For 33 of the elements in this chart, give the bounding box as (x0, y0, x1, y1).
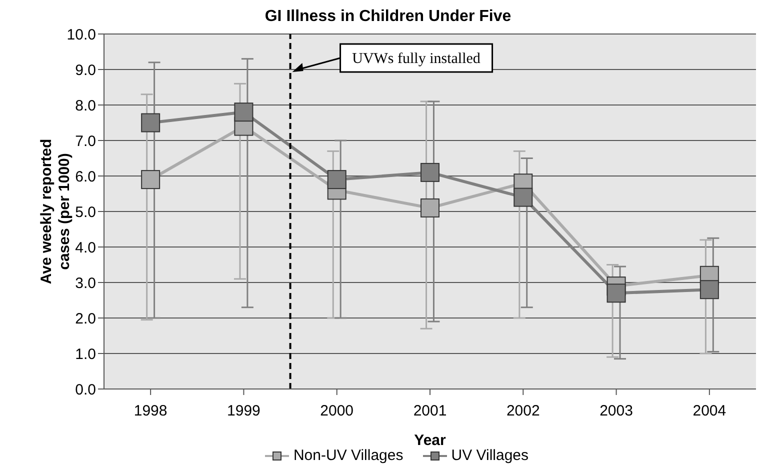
y-tick-label: 10.0 (66, 26, 96, 44)
y-axis-title: Ave weekly reported cases (per 1000) (38, 138, 73, 284)
x-axis-title: Year (414, 432, 446, 449)
y-tick-label: 9.0 (75, 62, 96, 79)
x-tick-label: 2004 (692, 402, 726, 420)
y-tick-label: 7.0 (75, 132, 96, 150)
x-tick-label: 2000 (320, 402, 354, 420)
point (420, 198, 440, 218)
chart-title: GI Illness in Children Under Five (264, 8, 512, 27)
y-tick-label: 4.0 (75, 239, 96, 256)
y-tick-label: 1.0 (75, 346, 96, 363)
point (141, 113, 160, 132)
point (420, 162, 440, 182)
y-tick-label: 6.0 (75, 168, 96, 186)
point (606, 284, 626, 303)
y-tick-label: 3.0 (75, 274, 96, 292)
point (141, 170, 160, 190)
y-tick-label: 5.0 (75, 204, 96, 221)
y-tick-label: 2.0 (75, 310, 96, 328)
x-tick-label: 2003 (600, 402, 633, 420)
y-tick-label: 8.0 (75, 97, 96, 114)
legend-label: UV Villages (451, 447, 529, 464)
point (234, 102, 254, 122)
x-tick-label: 2001 (413, 402, 447, 420)
point (327, 170, 346, 190)
x-tick-label: 2002 (506, 402, 540, 420)
x-tick-label: 1999 (227, 402, 260, 420)
x-tick-label: 1998 (134, 402, 168, 420)
ref-line-label: UVWs fully installed (352, 51, 481, 67)
legend-label: Non-UV Villages (292, 447, 404, 464)
point (514, 188, 533, 207)
point (700, 280, 719, 300)
y-tick-label: 0.0 (75, 381, 96, 398)
